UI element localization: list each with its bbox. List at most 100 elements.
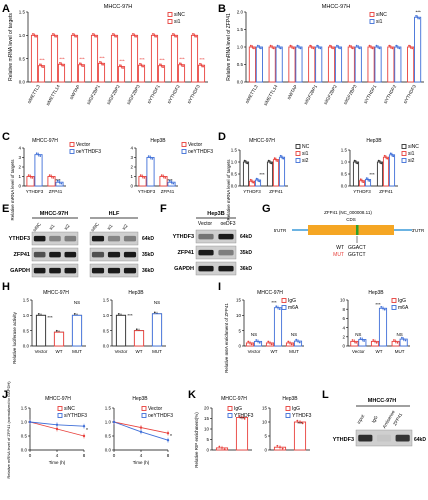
bar [57,63,66,83]
data-point [398,47,401,50]
y-axis-label: Relative mRNA level of targets [10,159,15,221]
data-point [370,46,372,48]
data-point [386,157,389,160]
legend-swatch [285,413,291,418]
x-tick-label: siMETTL14 [263,84,279,107]
lane-label: IgG [371,414,379,423]
data-point [396,341,399,344]
bar [295,46,303,83]
bar [248,46,256,83]
x-tick-label: siYTHDF2 [382,84,397,105]
bar [394,46,402,83]
data-point [361,338,364,341]
x-tick-label: siYTHDF2 [166,84,181,105]
y-tick-label: 1.0 [103,313,110,318]
data-point [35,35,37,38]
blot-e2-band [91,251,105,258]
x-axis-label: Time (h) [133,460,150,465]
chart-title: Hep3B [150,138,166,144]
y-tick-label: 0.5 [237,62,244,67]
blot-f-band [198,233,214,240]
y-tick-label: 4 [342,325,345,330]
data-point [132,33,134,35]
data-point [119,64,121,67]
legend-label: si1 [408,151,415,157]
data-point [408,44,410,47]
legend-label: si1 [174,19,181,25]
y-tick-label: 6 [342,316,345,321]
utr-label: 5'UTR [274,228,287,233]
data-point [372,339,375,341]
bar-chart-I-right: 0 2 4 6 8 10 Vector WT MUT [340,298,410,354]
data-point [112,33,114,35]
x-tick-label: WT [271,349,278,354]
data-point [39,63,41,66]
significance-marker: *** [55,178,61,183]
data-point [55,329,58,332]
bar [388,154,396,187]
bar [157,65,166,83]
chart-title: Hep3B [128,290,144,296]
data-point [255,339,258,341]
blot-e1-band [33,235,46,242]
data-point [379,161,381,163]
data-point [267,159,270,162]
y-tick-label: 0.5 [19,56,26,61]
data-point [365,177,368,180]
ns-marker: NS [397,332,403,337]
x-tick-label: YTHDF3 [138,189,156,194]
mut-sequence: GGTCT [348,252,366,258]
data-point [35,152,38,155]
data-point [330,46,333,48]
data-point [120,65,123,68]
x-tick-label: MUT [289,349,299,354]
data-point [276,444,279,447]
data-point [175,35,177,38]
legend-swatch [401,144,407,149]
legend-swatch [141,406,147,411]
bar-chart-D-right: 0.0 0.5 1.0 1.5 YTHDF3 ZFP41 [341,148,398,194]
bar [177,64,186,83]
data-point [289,342,291,344]
data-point [202,65,204,68]
legend-label: si2 [408,158,415,164]
y-tick-label: 3 [18,155,21,160]
data-point [92,33,94,35]
data-point [361,179,363,182]
bar [407,46,415,83]
y-tick-label: 15 [262,406,268,411]
data-point [355,161,357,163]
blot-f-band [198,249,214,256]
y-tick-label: 0.0 [105,448,112,453]
bar-chart-B: 0.0 0.5 1.0 1.5 2.0 Relative mRNA level of ZF… [226,10,424,107]
bar-overlay [53,331,65,347]
protein-label: YTHDF3 [9,236,30,242]
data-point [221,447,223,449]
y-tick-label: 1.0 [105,420,112,425]
x-axis-label: Time (h) [49,460,66,465]
x-tick-label: MUT [152,349,162,354]
chart-title: Hep3B [368,290,384,296]
data-point [113,34,116,37]
data-point [62,64,64,67]
data-point [275,305,278,308]
data-point [75,35,77,38]
data-point [52,33,54,35]
bar [315,46,323,83]
blot-e2-band [123,251,137,258]
data-point [385,156,387,159]
data-point [250,343,253,346]
data-point [358,47,361,50]
bar [293,421,307,451]
bar [268,46,276,83]
data-point [391,153,393,156]
data-point [279,446,281,449]
legend-label: Vector [148,406,163,412]
data-point [279,47,282,50]
lane-label: si2 [121,223,129,231]
y-tick-label: 0 [130,184,133,189]
y-tick-label: 0.5 [103,328,110,333]
data-point [151,158,154,160]
legend-label: oeYTHDF3 [76,149,101,155]
x-tick-label: siMETTL3 [244,84,259,105]
